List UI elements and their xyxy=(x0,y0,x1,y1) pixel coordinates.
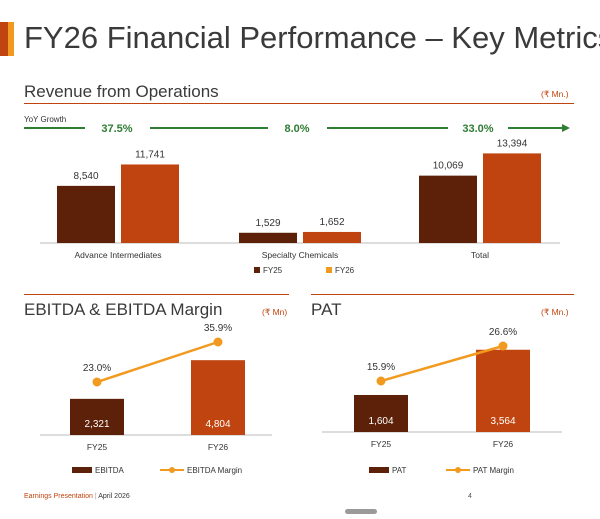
yoy-growth-label: YoY Growth xyxy=(24,115,66,124)
revenue-legend-label-fy25: FY25 xyxy=(263,266,283,275)
revenue-bar-fy25-0 xyxy=(57,185,115,243)
footer: Earnings Presentation | April 2026 xyxy=(24,493,130,500)
page-title: FY26 Financial Performance – Key Metrics xyxy=(24,20,600,55)
revenue-bar-fy26-0 xyxy=(121,164,179,243)
pat-bar-fy25 xyxy=(354,394,408,432)
pat-margin-line xyxy=(380,344,504,383)
ebitda-margin-point-fy26 xyxy=(213,337,223,347)
title-accent-bar-secondary xyxy=(8,22,14,56)
revenue-chart-rule xyxy=(24,103,574,104)
pat-bar-fy26 xyxy=(476,349,530,432)
footer-date: April 2026 xyxy=(98,493,130,500)
ebitda-bar-value-fy25: 2,321 xyxy=(84,419,109,430)
ebitda-bar-chart: 2,321 FY25 4,804 FY26 23.0% 35.9% EBITDA EBITDA… xyxy=(40,323,272,475)
ebitda-bar-fy25 xyxy=(70,398,124,435)
pat-margin-label-fy25: 15.9% xyxy=(367,362,395,373)
revenue-data-label-fy25-1: 1,529 xyxy=(255,218,280,229)
ebitda-margin-label-fy25: 23.0% xyxy=(83,363,111,374)
ebitda-chart-title: EBITDA & EBITDA Margin xyxy=(24,300,223,319)
yoy-growth-total: 33.0% xyxy=(462,123,493,135)
footer-brand: Earnings Presentation xyxy=(24,493,93,500)
page-number: 4 xyxy=(468,493,472,500)
pat-chart-rule xyxy=(311,294,574,295)
revenue-legend-swatch-fy26 xyxy=(326,267,332,273)
revenue-category-label-0: Advance Intermediates xyxy=(75,250,162,260)
pat-chart-title: PAT xyxy=(311,300,342,319)
yoy-growth-specialty-chemicals: 8.0% xyxy=(284,123,309,135)
ebitda-legend-bar-label: EBITDA xyxy=(95,466,125,475)
yoy-growth-advance-intermediates: 37.5% xyxy=(101,123,132,135)
pat-legend-bar-swatch xyxy=(369,467,389,473)
title-accent-bar xyxy=(0,22,8,56)
ebitda-bar-fy26 xyxy=(191,360,245,435)
ebitda-category-label-fy25: FY25 xyxy=(87,442,108,452)
revenue-bar-fy26-2 xyxy=(483,153,541,243)
pat-bar-chart: 1,604 FY25 3,564 FY26 15.9% 26.6% PAT PAT Margi… xyxy=(322,327,562,475)
pat-legend-bar-label: PAT xyxy=(392,466,406,475)
ebitda-legend-line-label: EBITDA Margin xyxy=(187,466,242,475)
ebitda-margin-line xyxy=(96,340,219,384)
revenue-data-label-fy25-0: 8,540 xyxy=(73,171,98,182)
pat-bar-value-fy26: 3,564 xyxy=(490,416,515,427)
ebitda-margin-point-fy25 xyxy=(92,377,102,387)
pat-margin-point-fy26 xyxy=(498,341,508,351)
pat-legend-line-marker xyxy=(455,467,461,473)
ebitda-category-label-fy26: FY26 xyxy=(208,442,229,452)
revenue-bar-fy26-1 xyxy=(303,231,361,243)
pat-margin-label-fy26: 26.6% xyxy=(489,327,517,338)
ebitda-legend-bar-swatch xyxy=(72,467,92,473)
pat-category-label-fy25: FY25 xyxy=(371,439,392,449)
ebitda-chart-rule xyxy=(24,294,289,295)
footer-separator: | xyxy=(94,493,97,500)
revenue-legend-swatch-fy25 xyxy=(254,267,260,273)
pat-bar-value-fy25: 1,604 xyxy=(368,416,393,427)
revenue-legend-label-fy26: FY26 xyxy=(335,266,355,275)
revenue-data-label-fy26-0: 11,741 xyxy=(135,149,165,160)
revenue-category-label-2: Total xyxy=(471,250,489,260)
revenue-data-label-fy25-2: 10,069 xyxy=(433,161,464,172)
revenue-data-label-fy26-2: 13,394 xyxy=(497,138,528,149)
ebitda-bar-value-fy26: 4,804 xyxy=(205,419,230,430)
revenue-bar-fy25-1 xyxy=(239,232,297,243)
revenue-category-label-1: Specialty Chemicals xyxy=(262,250,339,260)
pat-margin-point-fy25 xyxy=(376,376,386,386)
revenue-data-label-fy26-1: 1,652 xyxy=(319,217,344,228)
ebitda-margin-label-fy26: 35.9% xyxy=(204,323,232,334)
pat-chart-unit: (₹ Mn.) xyxy=(541,307,569,317)
revenue-bar-chart: 8,540 11,741 Advance Intermediates 1,529 1,6… xyxy=(40,138,560,275)
ebitda-legend-line-marker xyxy=(169,467,175,473)
revenue-bar-fy25-2 xyxy=(419,175,477,243)
pat-legend-line-label: PAT Margin xyxy=(473,466,514,475)
revenue-chart-unit: (₹ Mn.) xyxy=(541,89,569,99)
ebitda-chart-unit: (₹ Mn) xyxy=(262,307,288,317)
pat-category-label-fy26: FY26 xyxy=(493,439,514,449)
scroll-handle[interactable] xyxy=(345,509,377,514)
revenue-chart-title: Revenue from Operations xyxy=(24,82,219,101)
